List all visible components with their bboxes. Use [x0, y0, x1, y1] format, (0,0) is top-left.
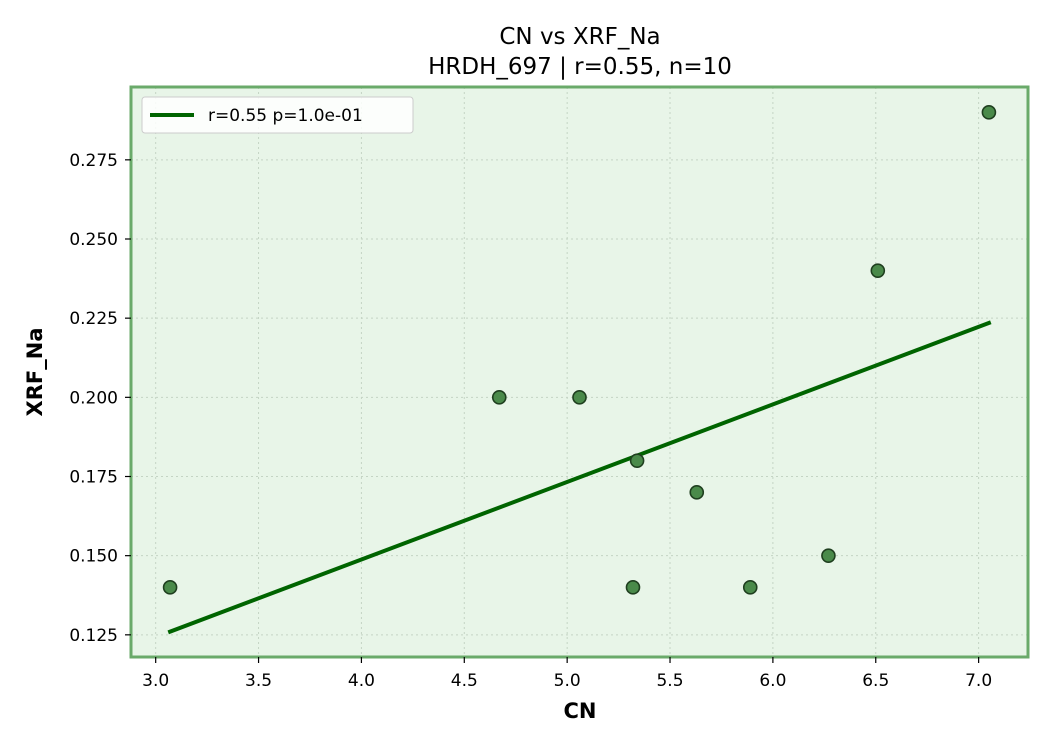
data-point: [491, 390, 507, 405]
y-tick-label: 0.125: [69, 626, 118, 646]
data-point: [689, 485, 705, 500]
data-point: [981, 105, 997, 120]
x-tick-label: 5.0: [554, 671, 581, 691]
x-tick-label: 3.5: [245, 671, 272, 691]
y-tick-label: 0.200: [69, 388, 118, 408]
data-point: [162, 580, 178, 595]
legend-label: r=0.55 p=1.0e-01: [208, 106, 363, 126]
x-tick-label: 5.5: [656, 671, 683, 691]
data-point: [742, 580, 758, 595]
plot-frame: [129, 85, 1030, 659]
data-point: [629, 453, 645, 468]
trend-line: [167, 320, 992, 635]
x-axis-ticks: 3.0 3.5 4.0 4.5 5.0 5.5 6.0 6.5 7.0: [142, 657, 992, 691]
y-axis-label: XRF_Na: [23, 328, 47, 417]
x-tick-label: 7.0: [965, 671, 992, 691]
chart-subtitle: HRDH_697 | r=0.55, n=10: [428, 54, 732, 80]
x-tick-label: 3.0: [142, 671, 169, 691]
legend-box: [141, 96, 414, 134]
trend-line-layer: [167, 320, 992, 635]
data-point: [572, 390, 587, 405]
y-tick-label: 0.225: [69, 309, 118, 329]
y-axis-ticks: 0.125 0.150 0.175 0.200 0.225 0.250 0.275: [69, 151, 131, 646]
grid-lines: [131, 87, 1028, 657]
data-point: [625, 580, 641, 595]
chart-title: CN vs XRF_Na: [499, 24, 660, 50]
data-point: [870, 263, 886, 278]
x-tick-label: 4.0: [348, 671, 375, 691]
x-tick-label: 4.5: [451, 671, 478, 691]
scatter-points: [162, 105, 997, 595]
plot-area: [131, 87, 1028, 657]
y-tick-label: 0.175: [69, 468, 118, 488]
x-tick-label: 6.5: [862, 671, 889, 691]
x-axis-label: CN: [564, 699, 597, 723]
x-tick-label: 6.0: [759, 671, 786, 691]
y-tick-label: 0.250: [69, 230, 118, 250]
legend: r=0.55 p=1.0e-01: [141, 96, 414, 134]
y-tick-label: 0.150: [69, 547, 118, 567]
data-point: [821, 548, 836, 563]
y-tick-label: 0.275: [69, 151, 118, 171]
